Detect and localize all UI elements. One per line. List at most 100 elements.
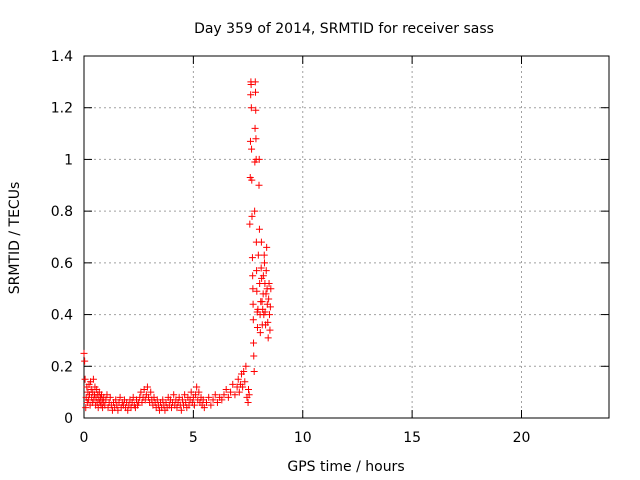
data-point [213, 398, 221, 406]
y-tick-label: 0.4 [51, 308, 73, 324]
data-point [205, 393, 213, 401]
data-point [207, 401, 215, 409]
data-point [177, 406, 185, 414]
y-tick-label: 0.8 [51, 204, 73, 220]
data-point [249, 285, 257, 293]
data-point [82, 404, 90, 412]
data-point [229, 380, 237, 388]
data-point [239, 383, 247, 391]
data-point [235, 388, 243, 396]
data-point [244, 398, 252, 406]
y-tick-label: 0 [64, 411, 73, 427]
data-point [203, 398, 210, 406]
data-point [248, 176, 256, 184]
data-point [262, 267, 270, 275]
data-point [190, 401, 198, 409]
data-point [267, 285, 275, 293]
data-point [245, 386, 252, 394]
y-tick-label: 1.2 [51, 101, 73, 117]
data-point [211, 391, 219, 399]
data-point [147, 388, 155, 396]
x-tick-label: 5 [189, 430, 198, 446]
data-point [234, 375, 242, 383]
data-point [224, 393, 232, 401]
data-point [249, 272, 257, 280]
data-point [250, 352, 258, 360]
data-point [266, 303, 274, 311]
data-point [187, 388, 195, 396]
data-point [251, 207, 259, 215]
data-point [263, 243, 271, 251]
data-point [256, 329, 264, 337]
data-point [116, 393, 124, 401]
x-tick-label: 20 [513, 430, 531, 446]
data-point [249, 300, 257, 308]
data-point [227, 388, 235, 396]
data-point [80, 349, 88, 357]
data-point [266, 326, 274, 334]
data-point [247, 91, 255, 99]
data-point [231, 391, 239, 399]
y-tick-label: 1 [64, 152, 73, 168]
data-point [242, 362, 250, 370]
data-point [89, 375, 97, 383]
data-point [200, 404, 208, 412]
x-axis-label: GPS time / hours [287, 459, 404, 475]
data-point [264, 318, 272, 326]
data-point [252, 88, 259, 96]
data-point [254, 251, 262, 259]
data-point [250, 339, 258, 347]
data-point [248, 145, 256, 153]
data-point [81, 357, 89, 365]
y-tick-label: 0.6 [51, 256, 73, 272]
data-point [193, 383, 201, 391]
plot-frame [83, 55, 610, 419]
data-point [253, 324, 261, 331]
y-tick-label: 1.4 [51, 49, 73, 65]
data-point [248, 212, 256, 220]
data-point [218, 396, 226, 404]
data-point [240, 367, 248, 375]
data-point [259, 272, 267, 280]
chart-title: Day 359 of 2014, SRMTID for receiver sas… [194, 21, 494, 37]
x-tick-label: 15 [403, 430, 421, 446]
data-point [261, 308, 269, 316]
data-point [143, 383, 151, 391]
data-point [252, 106, 260, 114]
y-tick-label: 0.2 [51, 359, 73, 375]
y-axis-label: SRMTID / TECUs [7, 182, 23, 295]
data-point [250, 367, 258, 375]
data-point [170, 391, 178, 399]
data-point [209, 396, 217, 404]
data-point [246, 137, 254, 145]
data-point [241, 378, 249, 386]
x-tick-label: 0 [80, 430, 89, 446]
data-point [247, 104, 255, 112]
data-point [265, 280, 273, 288]
data-point [246, 220, 254, 228]
data-point [255, 225, 263, 233]
axis-ticks: 0 0.2 0.4 0.6 0.8 1 1.2 1.4 0 5 10 15 20 [51, 49, 609, 446]
data-point [249, 316, 257, 324]
data-point [252, 135, 260, 143]
data-point [253, 267, 261, 275]
data-point [255, 181, 263, 189]
data-point [220, 391, 228, 399]
x-tick-label: 10 [294, 430, 312, 446]
data-point [251, 124, 259, 132]
data-point [265, 295, 273, 303]
data-point [260, 251, 268, 259]
data-point [257, 264, 265, 272]
data-point [262, 290, 270, 298]
data-point [264, 334, 272, 342]
data-point [248, 254, 256, 262]
data-point [245, 391, 253, 399]
data-points [80, 78, 275, 414]
data-point [258, 298, 266, 306]
grid [84, 56, 609, 418]
data-point [251, 78, 259, 86]
data-point [81, 375, 89, 383]
data-point [106, 393, 114, 401]
data-point [253, 287, 261, 295]
